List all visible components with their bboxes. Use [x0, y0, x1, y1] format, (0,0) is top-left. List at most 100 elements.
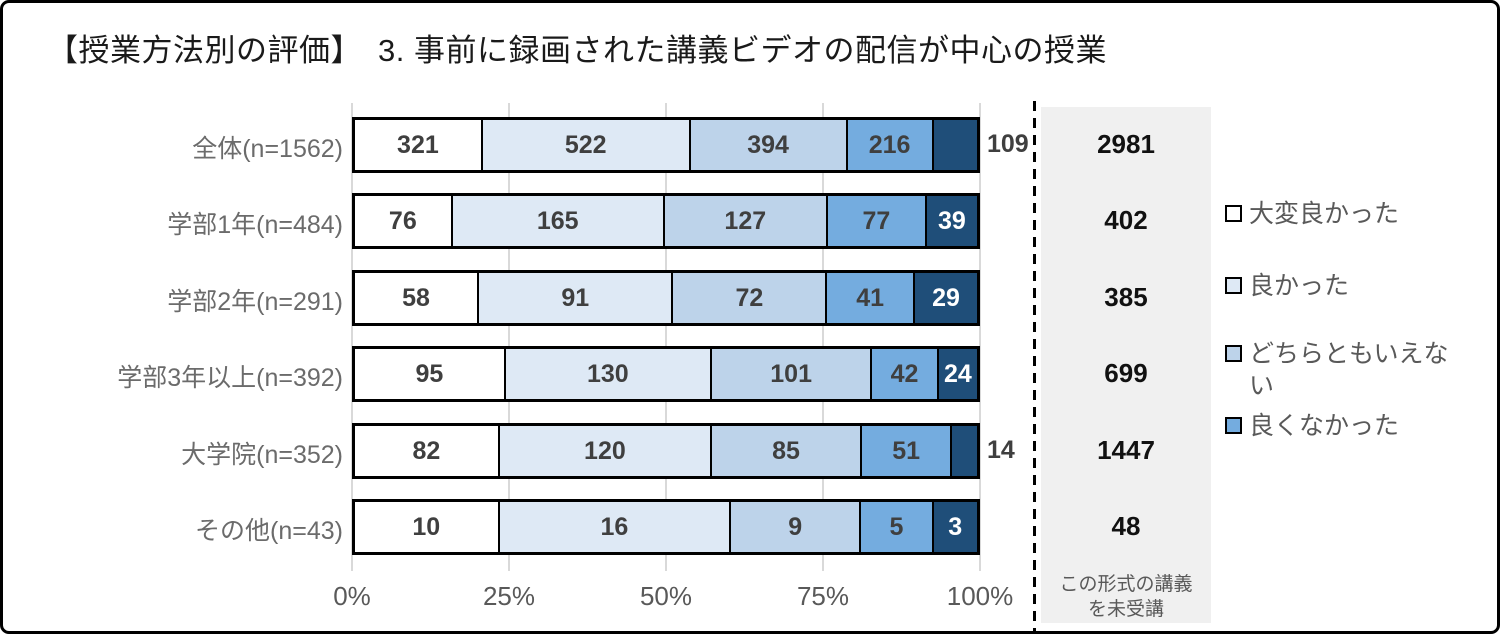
segment-value: 101 — [770, 359, 812, 388]
not-taken-note: この形式の講義 を未受講 — [1041, 573, 1211, 622]
legend-item: 良かった — [1225, 270, 1461, 302]
legend-item: どちらともいえない — [1225, 338, 1461, 402]
not-taken-value: 2981 — [1097, 129, 1155, 159]
segment-value: 82 — [412, 436, 441, 465]
segment-value: 72 — [735, 283, 764, 312]
not-taken-value: 402 — [1104, 205, 1148, 235]
row-label: 全体(n=1562) — [192, 135, 343, 163]
segment-value: 41 — [856, 283, 885, 312]
gridline — [508, 103, 510, 571]
legend-label: 良かった — [1249, 272, 1350, 300]
bar-segment: 394 — [690, 120, 848, 170]
legend-label: 良くなかった — [1249, 412, 1400, 440]
stacked-bar: 76 165 127 77 39 — [352, 193, 980, 249]
segment-value: 85 — [772, 436, 800, 465]
segment-value: 51 — [892, 436, 921, 465]
not-taken-note-line1: この形式の講義 — [1059, 574, 1193, 595]
stacked-bar: 82 120 85 51 — [352, 423, 980, 479]
not-taken-value: 385 — [1104, 282, 1148, 312]
segment-value: 77 — [862, 206, 891, 235]
segment-value: 394 — [747, 130, 789, 159]
x-axis-label: 25% — [482, 581, 536, 611]
row-label: その他(n=43) — [195, 517, 343, 545]
outside-segment-value: 109 — [987, 130, 1029, 158]
legend-item: 大変良かった — [1225, 198, 1461, 230]
bar-segment: 58 — [355, 273, 479, 323]
not-taken-value: 1447 — [1097, 435, 1155, 465]
bar-segment: 39 — [926, 196, 977, 246]
bar-segment: 5 — [861, 502, 934, 552]
bar-segment: 120 — [499, 426, 712, 476]
segment-value: 76 — [388, 206, 417, 235]
bar-segment: 24 — [938, 349, 977, 399]
gridline — [822, 103, 824, 571]
bar-segment: 130 — [505, 349, 712, 399]
row-label: 学部2年(n=291) — [167, 288, 343, 316]
segment-value: 39 — [937, 206, 966, 235]
legend-swatch — [1225, 417, 1242, 434]
segment-value: 9 — [788, 512, 803, 541]
bar-segment: 10 — [355, 502, 500, 552]
bar-segment: 9 — [731, 502, 862, 552]
bar-segment: 42 — [872, 349, 939, 399]
segment-value: 321 — [397, 130, 439, 159]
x-axis-label: 0% — [333, 581, 371, 611]
stacked-bar: 58 91 72 41 29 — [352, 270, 980, 326]
legend-item: 良くなかった — [1225, 410, 1461, 442]
legend-swatch — [1225, 205, 1242, 222]
segment-value: 58 — [402, 283, 430, 312]
segment-value: 24 — [944, 359, 972, 388]
row-label: 学部3年以上(n=392) — [117, 364, 343, 392]
segment-value: 42 — [890, 359, 919, 388]
segment-value: 130 — [587, 359, 629, 388]
segment-value: 5 — [889, 512, 904, 541]
bar-segment: 522 — [482, 120, 691, 170]
bar-segment — [933, 120, 977, 170]
divider-dashed-line — [1033, 101, 1036, 631]
gridline — [979, 103, 981, 571]
segment-value: 127 — [724, 206, 767, 235]
legend-swatch — [1225, 277, 1242, 294]
segment-value: 16 — [600, 512, 629, 541]
bar-segment: 16 — [499, 502, 732, 552]
segment-value: 165 — [536, 206, 579, 235]
segment-value: 522 — [564, 130, 607, 159]
bar-segment: 51 — [862, 426, 953, 476]
outside-segment-value: 14 — [987, 436, 1015, 464]
not-taken-value: 699 — [1104, 358, 1148, 388]
legend-swatch — [1225, 345, 1242, 362]
legend-label: 大変良かった — [1249, 200, 1400, 228]
bar-segment: 91 — [478, 273, 674, 323]
segment-value: 29 — [932, 283, 960, 312]
bar-segment: 127 — [664, 196, 828, 246]
bar-segment: 216 — [847, 120, 934, 170]
chart-title: 【授業方法別の評価】 3. 事前に録画された講義ビデオの配信が中心の授業 — [47, 33, 1107, 68]
row-label: 学部1年(n=484) — [167, 211, 343, 239]
bar-segment: 76 — [355, 196, 453, 246]
bar-segment: 95 — [355, 349, 506, 399]
x-axis-label: 50% — [639, 581, 693, 611]
stacked-bar: 321 522 394 216 — [352, 117, 980, 173]
bar-segment: 85 — [711, 426, 863, 476]
bar-segment: 29 — [914, 273, 977, 323]
bar-segment: 41 — [827, 273, 915, 323]
gridline — [665, 103, 667, 571]
stacked-bar: 95 130 101 42 24 — [352, 346, 980, 402]
x-axis-label: 100% — [946, 581, 1014, 611]
segment-value: 91 — [561, 283, 590, 312]
legend-label: どちらともいえない — [1249, 340, 1449, 400]
bar-segment: 165 — [452, 196, 665, 246]
segment-value: 95 — [415, 359, 444, 388]
bar-segment: 3 — [933, 502, 977, 552]
segment-value: 10 — [412, 512, 441, 541]
bar-segment — [952, 426, 977, 476]
row-label: 大学院(n=352) — [181, 441, 343, 469]
stacked-bar: 10 16 9 5 3 — [352, 499, 980, 555]
segment-value: 120 — [584, 436, 626, 465]
not-taken-note-line2: を未受講 — [1087, 598, 1164, 620]
gridline — [351, 103, 353, 571]
not-taken-panel — [1041, 107, 1211, 623]
not-taken-value: 48 — [1111, 511, 1141, 541]
bar-segment: 72 — [673, 273, 828, 323]
